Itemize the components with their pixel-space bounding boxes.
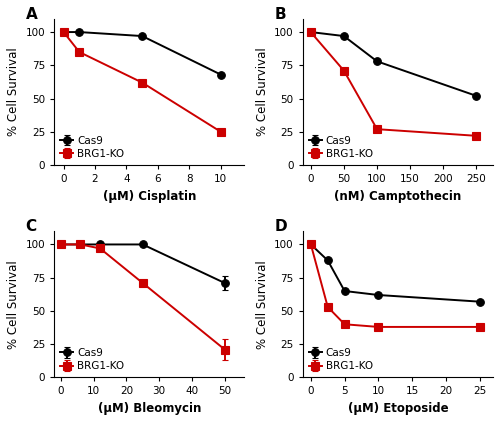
- Y-axis label: % Cell Survival: % Cell Survival: [256, 260, 268, 349]
- Legend: Cas9, BRG1-KO: Cas9, BRG1-KO: [60, 135, 125, 160]
- Text: B: B: [274, 7, 286, 22]
- X-axis label: (μM) Cisplatin: (μM) Cisplatin: [102, 189, 196, 203]
- Y-axis label: % Cell Survival: % Cell Survival: [256, 48, 268, 136]
- X-axis label: (μM) Bleomycin: (μM) Bleomycin: [98, 402, 201, 415]
- Y-axis label: % Cell Survival: % Cell Survival: [7, 48, 20, 136]
- Text: D: D: [274, 219, 287, 235]
- Legend: Cas9, BRG1-KO: Cas9, BRG1-KO: [308, 347, 374, 372]
- Text: A: A: [26, 7, 38, 22]
- Legend: Cas9, BRG1-KO: Cas9, BRG1-KO: [60, 347, 125, 372]
- X-axis label: (nM) Camptothecin: (nM) Camptothecin: [334, 189, 462, 203]
- Legend: Cas9, BRG1-KO: Cas9, BRG1-KO: [308, 135, 374, 160]
- Text: C: C: [26, 219, 36, 235]
- Y-axis label: % Cell Survival: % Cell Survival: [7, 260, 20, 349]
- X-axis label: (μM) Etoposide: (μM) Etoposide: [348, 402, 448, 415]
